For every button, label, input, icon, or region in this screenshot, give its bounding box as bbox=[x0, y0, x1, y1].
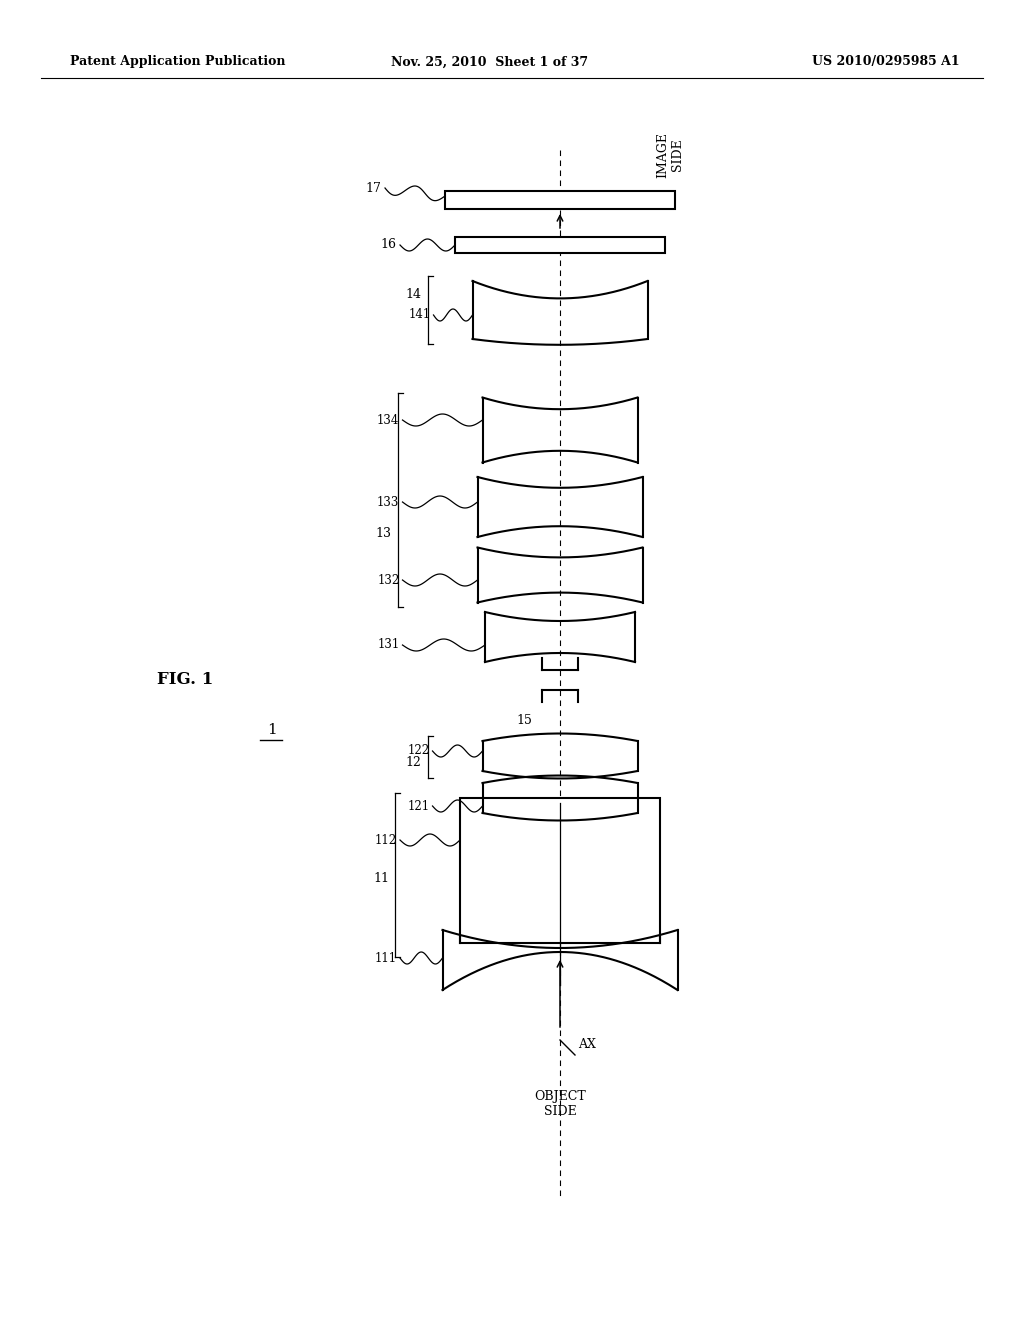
Text: 133: 133 bbox=[377, 495, 399, 508]
Text: 132: 132 bbox=[377, 573, 399, 586]
Bar bbox=[460, 797, 660, 942]
Text: 13: 13 bbox=[376, 527, 391, 540]
Text: 1: 1 bbox=[267, 723, 276, 737]
Text: 11: 11 bbox=[373, 873, 389, 886]
Text: 15: 15 bbox=[516, 714, 532, 726]
Text: 141: 141 bbox=[409, 309, 430, 322]
Text: OBJECT
SIDE: OBJECT SIDE bbox=[535, 1090, 586, 1118]
Text: IMAGE
SIDE: IMAGE SIDE bbox=[656, 132, 684, 178]
Bar bbox=[455, 238, 665, 253]
Text: 134: 134 bbox=[377, 413, 399, 426]
Text: FIG. 1: FIG. 1 bbox=[157, 672, 213, 689]
Text: Patent Application Publication: Patent Application Publication bbox=[70, 55, 286, 69]
Text: 12: 12 bbox=[406, 755, 422, 768]
Text: US 2010/0295985 A1: US 2010/0295985 A1 bbox=[812, 55, 961, 69]
Text: 122: 122 bbox=[408, 744, 429, 758]
Text: 14: 14 bbox=[406, 289, 422, 301]
Text: 131: 131 bbox=[377, 639, 399, 652]
Text: 121: 121 bbox=[408, 800, 429, 813]
Text: 16: 16 bbox=[380, 239, 396, 252]
Text: AX: AX bbox=[578, 1039, 596, 1052]
Text: Nov. 25, 2010  Sheet 1 of 37: Nov. 25, 2010 Sheet 1 of 37 bbox=[391, 55, 589, 69]
Text: 111: 111 bbox=[375, 952, 397, 965]
Bar bbox=[445, 191, 675, 209]
Text: 17: 17 bbox=[366, 181, 381, 194]
Text: 112: 112 bbox=[375, 833, 397, 846]
